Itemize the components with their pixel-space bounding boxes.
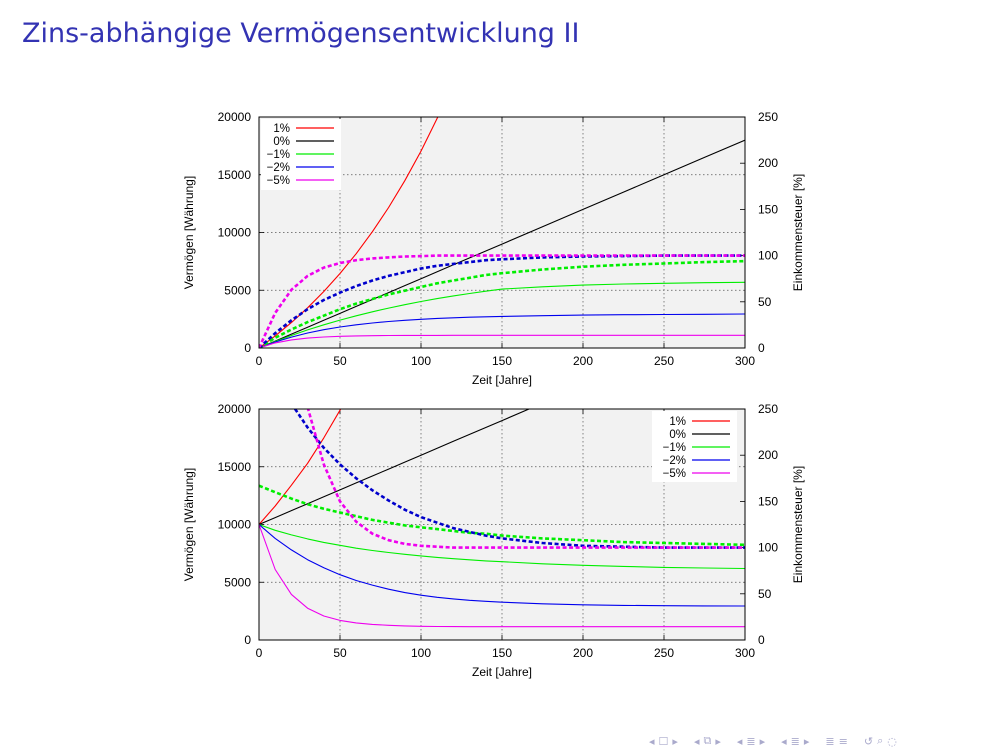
x-axis-label: Zeit [Jahre] bbox=[472, 373, 532, 387]
x-tick-label: 100 bbox=[411, 354, 431, 368]
legend-label: −5% bbox=[267, 175, 290, 187]
beamer-navigation: ◂ ☐ ▸ ◂ ⧉ ▸ ◂ ≣ ▸ ◂ ≣ ▸ ≣ ≡ ↺ ⌕ ◌ bbox=[648, 732, 898, 750]
frame-icon[interactable]: ☐ bbox=[658, 734, 669, 748]
y-tick-label: 0 bbox=[244, 341, 251, 355]
frame-prev-icon[interactable]: ◂ bbox=[649, 734, 655, 748]
x-tick-label: 50 bbox=[333, 646, 347, 660]
series-line-3 bbox=[259, 523, 745, 570]
y-tick-label: 10000 bbox=[218, 226, 252, 240]
section-next-icon[interactable]: ▸ bbox=[759, 734, 766, 748]
series-line-2 bbox=[259, 139, 745, 348]
series-line-8 bbox=[259, 254, 745, 348]
y-tick-label: 15000 bbox=[218, 168, 252, 182]
series-group bbox=[259, 117, 745, 348]
series-line-1 bbox=[259, 409, 342, 525]
legend-label: −1% bbox=[267, 149, 290, 161]
y-tick-label: 20000 bbox=[218, 402, 252, 416]
y-axis-label: Vermögen [Währung] bbox=[182, 176, 196, 289]
chart-2: 0 50 100 150 200 250 3000500010000150002000005… bbox=[182, 402, 805, 679]
series-line-8 bbox=[306, 409, 745, 549]
legend-label: −2% bbox=[267, 162, 290, 174]
y2-tick-label: 200 bbox=[758, 156, 778, 170]
outline-icon-2[interactable]: ≡ bbox=[838, 734, 848, 748]
x-tick-label: 250 bbox=[654, 646, 674, 660]
series-line-5 bbox=[259, 524, 745, 628]
y-tick-label: 0 bbox=[244, 633, 251, 647]
series-line-4 bbox=[259, 313, 745, 348]
x-tick-label: 200 bbox=[573, 354, 593, 368]
x-tick-label: 150 bbox=[492, 646, 512, 660]
x-tick-label: 100 bbox=[411, 646, 431, 660]
plot-frame bbox=[258, 408, 746, 641]
y-axis-label: Vermögen [Währung] bbox=[182, 468, 196, 581]
plot-frame bbox=[258, 116, 746, 349]
y2-axis-label: Einkommensteuer [%] bbox=[791, 174, 805, 291]
series-line-1 bbox=[259, 117, 439, 348]
series-line-6 bbox=[259, 259, 745, 348]
x-tick-label: 300 bbox=[735, 354, 755, 368]
x-tick-label: 150 bbox=[492, 354, 512, 368]
subsection-icon[interactable]: ⧉ bbox=[703, 734, 712, 747]
subsection-next-icon[interactable]: ▸ bbox=[715, 734, 721, 748]
y2-tick-label: 150 bbox=[758, 494, 778, 508]
y2-tick-label: 100 bbox=[758, 541, 778, 555]
y-tick-label: 20000 bbox=[218, 110, 252, 124]
y-tick-label: 15000 bbox=[218, 460, 252, 474]
legend-label: −1% bbox=[663, 442, 686, 454]
y2-tick-label: 50 bbox=[758, 587, 772, 601]
subsec-next-icon[interactable]: ▸ bbox=[803, 734, 810, 748]
y2-tick-label: 150 bbox=[758, 202, 778, 216]
x-tick-label: 250 bbox=[654, 354, 674, 368]
series-line-2 bbox=[259, 409, 531, 526]
series-line-3 bbox=[259, 281, 745, 348]
section-icon[interactable]: ≣ bbox=[746, 734, 756, 748]
x-axis-label: Zeit [Jahre] bbox=[472, 665, 532, 679]
series-line-4 bbox=[259, 524, 745, 607]
legend-label: −2% bbox=[663, 455, 686, 467]
chart-1: 0 50 100 150 200 250 3000500010000150002000005… bbox=[182, 110, 805, 387]
search-icon-2[interactable]: ⌕ bbox=[877, 734, 884, 747]
series-line-5 bbox=[259, 334, 745, 348]
frame-next-icon[interactable]: ▸ bbox=[672, 734, 678, 748]
legend-label: −5% bbox=[663, 468, 686, 480]
y-tick-label: 5000 bbox=[224, 283, 251, 297]
legend-label: 0% bbox=[273, 136, 290, 148]
x-tick-label: 0 bbox=[256, 354, 263, 368]
zoom-icon[interactable]: ◌ bbox=[887, 734, 897, 748]
slide-title: Zins-abhängige Vermögensentwicklung II bbox=[22, 18, 580, 49]
y2-axis-label: Einkommensteuer [%] bbox=[791, 466, 805, 583]
x-tick-label: 200 bbox=[573, 646, 593, 660]
outline-icon[interactable]: ≣ bbox=[825, 734, 835, 748]
legend-label: 1% bbox=[273, 123, 290, 135]
y2-tick-label: 100 bbox=[758, 249, 778, 263]
legend-label: 1% bbox=[669, 416, 686, 428]
y2-tick-label: 250 bbox=[758, 402, 778, 416]
subsec-icon[interactable]: ≣ bbox=[790, 734, 800, 748]
subsection-prev-icon[interactable]: ◂ bbox=[693, 734, 700, 748]
series-group bbox=[259, 409, 745, 628]
legend-label: 0% bbox=[669, 429, 686, 441]
y-tick-label: 5000 bbox=[224, 575, 251, 589]
series-line-6 bbox=[259, 484, 745, 547]
search-icon[interactable]: ↺ bbox=[863, 734, 874, 748]
x-tick-label: 300 bbox=[735, 646, 755, 660]
subsec-prev-icon[interactable]: ◂ bbox=[781, 734, 787, 748]
x-tick-label: 50 bbox=[333, 354, 347, 368]
x-tick-label: 0 bbox=[256, 646, 263, 660]
y-tick-label: 10000 bbox=[218, 518, 252, 532]
section-prev-icon[interactable]: ◂ bbox=[736, 734, 743, 748]
y2-tick-label: 0 bbox=[758, 633, 765, 647]
y2-tick-label: 250 bbox=[758, 110, 778, 124]
y2-tick-label: 0 bbox=[758, 341, 765, 355]
y2-tick-label: 200 bbox=[758, 448, 778, 462]
y2-tick-label: 50 bbox=[758, 295, 772, 309]
